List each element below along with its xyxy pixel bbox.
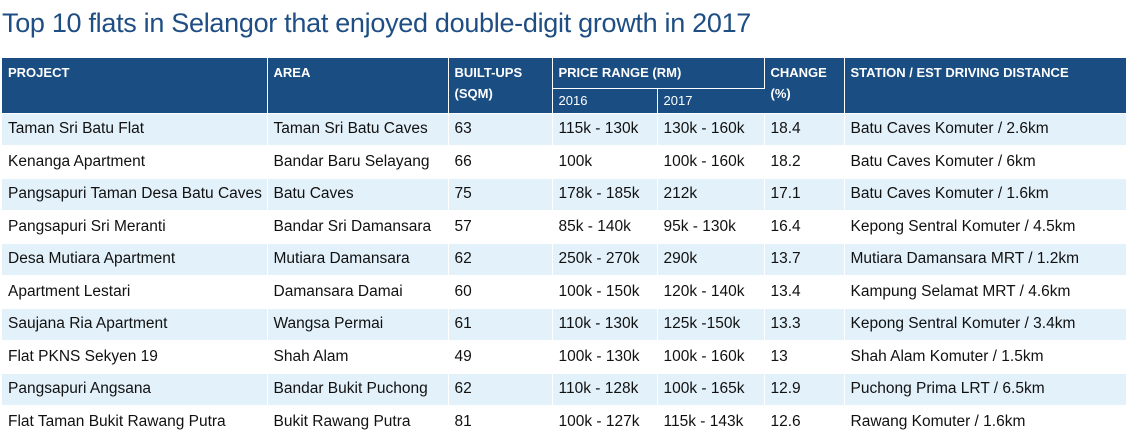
- table-row: Pangsapuri Sri Meranti Bandar Sri Damansa…: [2, 210, 1126, 244]
- cell-project: Kenanga Apartment: [2, 145, 268, 179]
- table-row: Pangsapuri Angsana Bandar Bukit Puchong 62…: [2, 373, 1126, 407]
- cell-price-2017: 115k - 143k: [657, 405, 765, 439]
- cell-project: Saujana Ria Apartment: [2, 308, 268, 342]
- cell-station: Kepong Sentral Komuter / 3.4km: [844, 308, 1126, 342]
- cell-price-2017: 120k - 140k: [657, 275, 765, 309]
- cell-price-2017: 130k - 160k: [657, 113, 765, 147]
- cell-builtups: 62: [448, 373, 553, 407]
- cell-area: Shah Alam: [267, 340, 449, 374]
- cell-price-2017: 100k - 160k: [657, 145, 765, 179]
- cell-area: Mutiara Damansara: [267, 243, 449, 277]
- cell-change: 16.4: [764, 210, 845, 244]
- cell-change: 13.3: [764, 308, 845, 342]
- cell-area: Bandar Sri Damansara: [267, 210, 449, 244]
- header-change-unit: (%): [770, 86, 791, 101]
- cell-price-2016: 115k - 130k: [552, 113, 658, 147]
- cell-project: Pangsapuri Angsana: [2, 373, 268, 407]
- cell-price-2016: 178k - 185k: [552, 178, 658, 212]
- cell-station: Batu Caves Komuter / 1.6km: [844, 178, 1126, 212]
- cell-price-2017: 100k - 160k: [657, 340, 765, 374]
- table-row: Taman Sri Batu Flat Taman Sri Batu Caves 6…: [2, 113, 1126, 147]
- header-builtups-label: BUILT-UPS: [454, 65, 523, 80]
- cell-station: Mutiara Damansara MRT / 1.2km: [844, 243, 1126, 277]
- cell-project: Pangsapuri Sri Meranti: [2, 210, 268, 244]
- cell-builtups: 62: [448, 243, 553, 277]
- header-builtups: BUILT-UPS (SQM): [448, 58, 553, 114]
- cell-project: Desa Mutiara Apartment: [2, 243, 268, 277]
- cell-change: 12.9: [764, 373, 845, 407]
- cell-station: Kepong Sentral Komuter / 4.5km: [844, 210, 1126, 244]
- cell-price-2016: 100k - 127k: [552, 405, 658, 439]
- cell-area: Batu Caves: [267, 178, 449, 212]
- header-change: CHANGE (%): [764, 58, 845, 114]
- cell-builtups: 66: [448, 145, 553, 179]
- cell-area: Bukit Rawang Putra: [267, 405, 449, 439]
- table-row: Flat PKNS Sekyen 19 Shah Alam 49 100k - 130…: [2, 340, 1126, 374]
- header-year-2017: 2017: [657, 88, 764, 114]
- cell-change: 13.7: [764, 243, 845, 277]
- table-row: Desa Mutiara Apartment Mutiara Damansara 6…: [2, 243, 1126, 277]
- cell-area: Taman Sri Batu Caves: [267, 113, 449, 147]
- cell-change: 18.4: [764, 113, 845, 147]
- header-project: PROJECT: [2, 58, 268, 114]
- cell-project: Pangsapuri Taman Desa Batu Caves: [2, 178, 268, 212]
- cell-builtups: 57: [448, 210, 553, 244]
- flats-table: PROJECT AREA BUILT-UPS (SQM) PRICE RANGE…: [2, 58, 1126, 439]
- header-area: AREA: [267, 58, 449, 114]
- cell-price-2017: 95k - 130k: [657, 210, 765, 244]
- table-row: Kenanga Apartment Bandar Baru Selayang 66 1…: [2, 145, 1126, 179]
- cell-change: 18.2: [764, 145, 845, 179]
- cell-station: Batu Caves Komuter / 6km: [844, 145, 1126, 179]
- cell-price-2016: 250k - 270k: [552, 243, 658, 277]
- cell-price-2016: 100k - 130k: [552, 340, 658, 374]
- cell-area: Damansara Damai: [267, 275, 449, 309]
- cell-price-2016: 100k: [552, 145, 658, 179]
- cell-change: 12.6: [764, 405, 845, 439]
- table-body: Taman Sri Batu Flat Taman Sri Batu Caves 6…: [2, 113, 1126, 439]
- cell-builtups: 60: [448, 275, 553, 309]
- cell-price-2017: 100k - 165k: [657, 373, 765, 407]
- cell-station: Rawang Komuter / 1.6km: [844, 405, 1126, 439]
- cell-project: Taman Sri Batu Flat: [2, 113, 268, 147]
- cell-change: 13.4: [764, 275, 845, 309]
- cell-price-2017: 125k -150k: [657, 308, 765, 342]
- cell-price-2016: 85k - 140k: [552, 210, 658, 244]
- cell-price-2017: 290k: [657, 243, 765, 277]
- cell-price-2016: 110k - 128k: [552, 373, 658, 407]
- cell-builtups: 81: [448, 405, 553, 439]
- cell-area: Bandar Bukit Puchong: [267, 373, 449, 407]
- cell-station: Kampung Selamat MRT / 4.6km: [844, 275, 1126, 309]
- cell-project: Apartment Lestari: [2, 275, 268, 309]
- header-builtups-unit: (SQM): [454, 86, 493, 101]
- header-price-range: PRICE RANGE (RM): [552, 58, 765, 89]
- cell-change: 17.1: [764, 178, 845, 212]
- cell-price-2017: 212k: [657, 178, 765, 212]
- cell-area: Wangsa Permai: [267, 308, 449, 342]
- cell-change: 13: [764, 340, 845, 374]
- header-year-2016: 2016: [552, 88, 658, 114]
- table-row: Saujana Ria Apartment Wangsa Permai 61 110k…: [2, 308, 1126, 342]
- cell-builtups: 49: [448, 340, 553, 374]
- header-station: STATION / EST DRIVING DISTANCE: [844, 58, 1126, 114]
- table-row: Apartment Lestari Damansara Damai 60 100k -…: [2, 275, 1126, 309]
- cell-project: Flat Taman Bukit Rawang Putra: [2, 405, 268, 439]
- cell-price-2016: 100k - 150k: [552, 275, 658, 309]
- cell-project: Flat PKNS Sekyen 19: [2, 340, 268, 374]
- cell-builtups: 75: [448, 178, 553, 212]
- table-row: Pangsapuri Taman Desa Batu Caves Batu Cav…: [2, 178, 1126, 212]
- cell-station: Batu Caves Komuter / 2.6km: [844, 113, 1126, 147]
- header-change-label: CHANGE: [770, 65, 827, 80]
- cell-station: Shah Alam Komuter / 1.5km: [844, 340, 1126, 374]
- cell-builtups: 61: [448, 308, 553, 342]
- cell-price-2016: 110k - 130k: [552, 308, 658, 342]
- cell-builtups: 63: [448, 113, 553, 147]
- cell-area: Bandar Baru Selayang: [267, 145, 449, 179]
- table-row: Flat Taman Bukit Rawang Putra Bukit Rawan…: [2, 405, 1126, 439]
- cell-station: Puchong Prima LRT / 6.5km: [844, 373, 1126, 407]
- page-title: Top 10 flats in Selangor that enjoyed do…: [2, 8, 752, 38]
